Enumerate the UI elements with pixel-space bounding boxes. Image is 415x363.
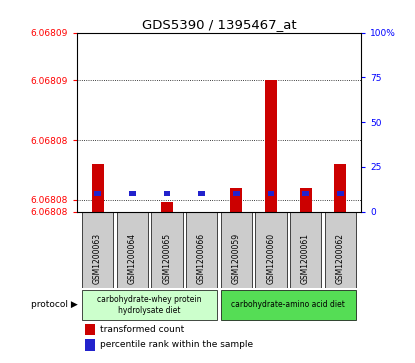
Text: GSM1200066: GSM1200066 [197,233,206,284]
Text: protocol ▶: protocol ▶ [31,300,78,309]
Text: GSM1200063: GSM1200063 [93,233,102,284]
Text: GSM1200061: GSM1200061 [301,233,310,284]
Bar [268,191,274,196]
Bar [85,323,95,335]
Bar [161,202,173,212]
Text: GSM1200065: GSM1200065 [162,233,171,284]
Bar [126,212,138,262]
Bar [94,191,101,196]
FancyBboxPatch shape [221,290,356,320]
Bar [195,212,208,226]
FancyBboxPatch shape [290,212,321,288]
Text: percentile rank within the sample: percentile rank within the sample [100,340,253,349]
Title: GDS5390 / 1395467_at: GDS5390 / 1395467_at [142,19,296,32]
Text: GSM1200059: GSM1200059 [232,233,241,284]
Bar [334,164,346,212]
FancyBboxPatch shape [117,212,148,288]
Text: GSM1200064: GSM1200064 [128,233,137,284]
Bar [265,80,277,212]
Bar [198,191,205,196]
Bar [85,339,95,351]
Bar [300,188,312,212]
Bar [230,188,242,212]
FancyBboxPatch shape [186,212,217,288]
Bar [337,191,344,196]
Bar [92,164,104,212]
Text: transformed count: transformed count [100,325,184,334]
FancyBboxPatch shape [221,212,252,288]
Bar [233,191,239,196]
FancyBboxPatch shape [82,212,113,288]
Text: GSM1200060: GSM1200060 [266,233,276,284]
Bar [129,191,136,196]
Text: GSM1200062: GSM1200062 [336,233,345,284]
Bar [302,191,309,196]
Text: carbohydrate-whey protein
hydrolysate diet: carbohydrate-whey protein hydrolysate di… [98,295,202,314]
FancyBboxPatch shape [255,212,286,288]
Text: carbohydrate-amino acid diet: carbohydrate-amino acid diet [231,300,345,309]
FancyBboxPatch shape [325,212,356,288]
FancyBboxPatch shape [151,212,183,288]
FancyBboxPatch shape [82,290,217,320]
Bar [164,191,170,196]
